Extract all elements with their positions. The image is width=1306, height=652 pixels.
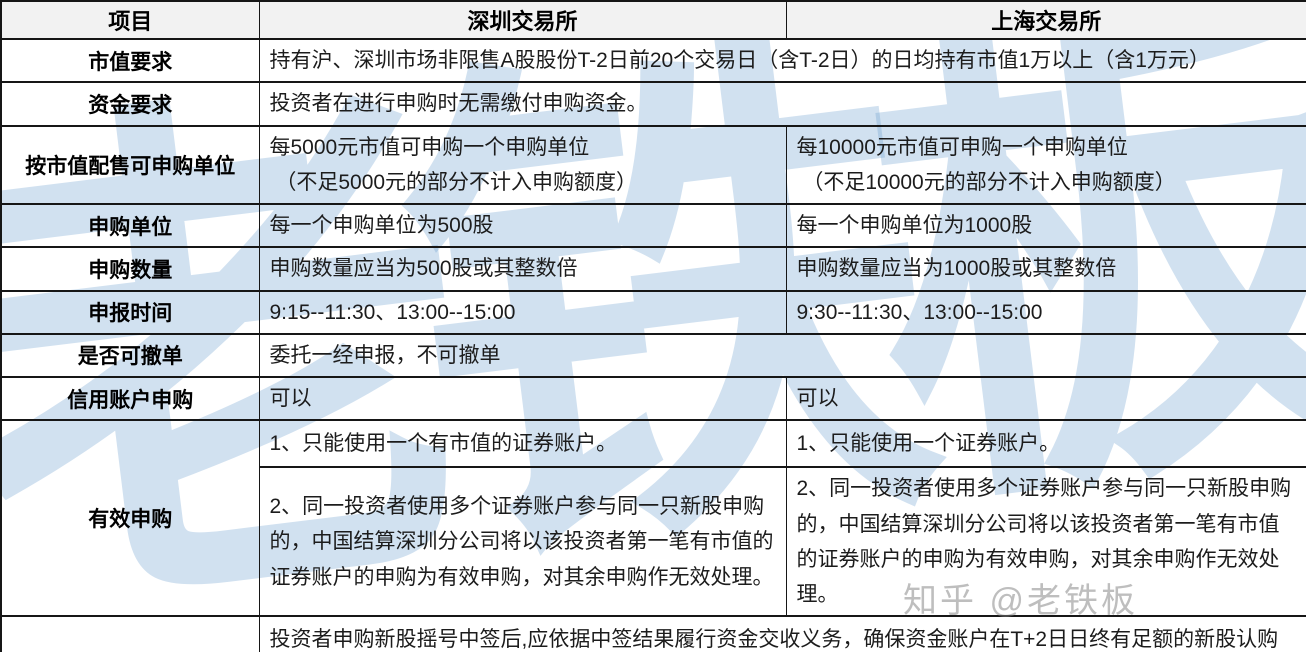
cell-declaration-time-shenzhen: 9:15--11:30、13:00--15:00 — [258, 289, 787, 335]
table-row-payment: 缴付中签资金 投资者申购新股摇号中签后,应依据中签结果履行资金交收义务，确保资金… — [0, 615, 1306, 652]
cell-credit-account-shanghai: 可以 — [785, 376, 1306, 422]
column-header-shenzhen: 深圳交易所 — [258, 0, 787, 40]
cell-allotment-unit-shenzhen: 每5000元市值可申购一个申购单位 （不足5000元的部分不计入申购额度） — [258, 124, 787, 206]
cell-valid-rule2-shanghai: 2、同一投资者使用多个证券账户参与同一只新股申购的，中国结算深圳分公司将以该投资… — [785, 466, 1306, 618]
cell-allotment-unit-shanghai: 每10000元市值可申购一个申购单位 （不足10000元的部分不计入申购额度） — [785, 124, 1306, 206]
cell-valid-rule2-shenzhen: 2、同一投资者使用多个证券账户参与同一只新股申购的，中国结算深圳分公司将以该投资… — [258, 466, 787, 618]
cell-valid-rule1-shanghai: 1、只能使用一个证券账户。 — [785, 419, 1306, 469]
row-label-payment: 缴付中签资金 — [0, 615, 260, 652]
row-label-fund-requirement: 资金要求 — [0, 81, 260, 127]
table-row-valid-subscription-rule1: 有效申购 1、只能使用一个有市值的证券账户。 1、只能使用一个证券账户。 — [0, 419, 1306, 618]
table-row-subscription-unit: 申购单位 每一个申购单位为500股 每一个申购单位为1000股 — [0, 203, 1306, 249]
row-label-credit-account: 信用账户申购 — [0, 376, 260, 422]
cell-credit-account-shenzhen: 可以 — [258, 376, 787, 422]
table-row-valid-subscription-rule2: 2、同一投资者使用多个证券账户参与同一只新股申购的，中国结算深圳分公司将以该投资… — [1, 466, 1306, 618]
cell-market-value-both: 持有沪、深圳市场非限售A股股份T-2日前20个交易日（含T-2日）的日均持有市值… — [258, 37, 1306, 84]
row-label-declaration-time: 申报时间 — [0, 289, 260, 335]
table-row-declaration-time: 申报时间 9:15--11:30、13:00--15:00 9:30--11:3… — [0, 289, 1306, 335]
cell-valid-rule1-shenzhen: 1、只能使用一个有市值的证券账户。 — [258, 419, 787, 469]
cell-payment-both: 投资者申购新股摇号中签后,应依据中签结果履行资金交收义务，确保资金账户在T+2日… — [258, 615, 1306, 652]
cell-subscription-unit-shenzhen: 每一个申购单位为500股 — [258, 203, 787, 249]
table-row-allotment-unit: 按市值配售可申购单位 每5000元市值可申购一个申购单位 （不足5000元的部分… — [0, 124, 1306, 206]
row-label-market-value: 市值要求 — [0, 37, 260, 84]
column-header-shanghai: 上海交易所 — [785, 0, 1306, 40]
row-label-subscription-quantity: 申购数量 — [0, 246, 260, 292]
row-label-allotment-unit: 按市值配售可申购单位 — [0, 124, 260, 206]
cell-fund-requirement-both: 投资者在进行申购时无需缴付申购资金。 — [258, 81, 1306, 127]
row-label-cancelable: 是否可撤单 — [0, 332, 260, 379]
table-header-row: 项目 深圳交易所 上海交易所 — [0, 0, 1306, 40]
cell-subscription-unit-shanghai: 每一个申购单位为1000股 — [785, 203, 1306, 249]
table-row-subscription-quantity: 申购数量 申购数量应当为500股或其整数倍 申购数量应当为1000股或其整数倍 — [0, 246, 1306, 292]
table-row-market-value: 市值要求 持有沪、深圳市场非限售A股股份T-2日前20个交易日（含T-2日）的日… — [0, 37, 1306, 84]
cell-declaration-time-shanghai: 9:30--11:30、13:00--15:00 — [785, 289, 1306, 335]
cell-subscription-quantity-shanghai: 申购数量应当为1000股或其整数倍 — [785, 246, 1306, 292]
cell-cancelable-both: 委托一经申报，不可撤单 — [258, 332, 1306, 379]
table-row-cancelable: 是否可撤单 委托一经申报，不可撤单 — [0, 332, 1306, 379]
cell-subscription-quantity-shenzhen: 申购数量应当为500股或其整数倍 — [258, 246, 787, 292]
row-label-subscription-unit: 申购单位 — [0, 203, 260, 249]
table-row-credit-account: 信用账户申购 可以 可以 — [0, 376, 1306, 422]
row-label-valid-subscription: 有效申购 — [0, 419, 260, 618]
column-header-item: 项目 — [0, 0, 260, 40]
table-row-fund-requirement: 资金要求 投资者在进行申购时无需缴付申购资金。 — [0, 81, 1306, 127]
